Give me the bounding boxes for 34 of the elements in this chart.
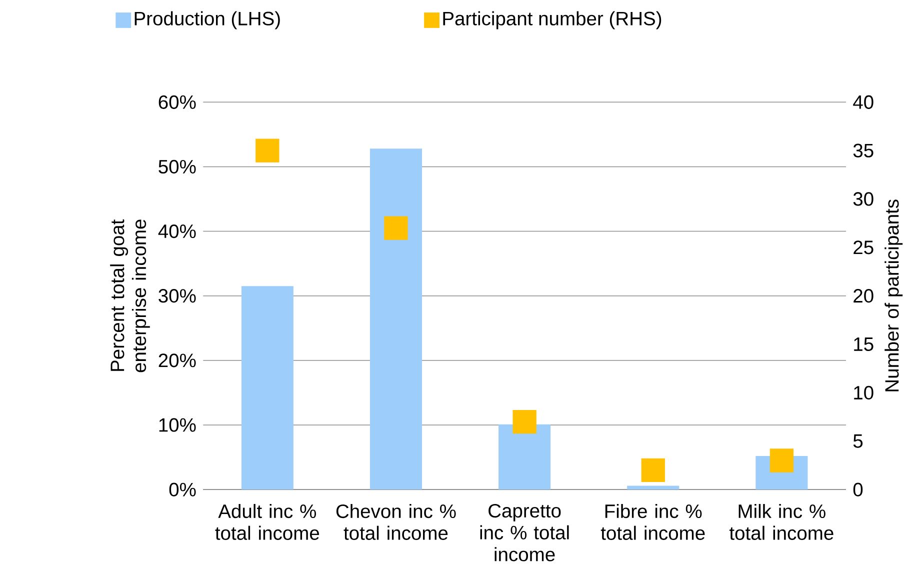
y-tick-label: 10% [159,418,196,432]
x-tick-label: Adult inc % total income [215,504,320,540]
x-tick-label: Milk inc % total income [729,504,834,540]
y2-tick-label: 0 [853,482,863,497]
y2-tick-label: 5 [853,434,863,448]
bar [498,424,551,490]
legend-label: Production (LHS) [134,11,280,30]
bar [627,486,680,490]
x-tick-label: Fibre inc % total income [600,504,705,540]
point [641,458,665,482]
y-tick-label: 60% [158,95,196,110]
y2-tick-label: 10 [854,386,874,400]
bar [241,286,294,490]
y2-tick-label: 35 [853,144,874,158]
y2-tick-label: 15 [854,338,874,352]
y2-axis-title: Number of participants [884,200,903,392]
y2-tick-label: 40 [853,95,874,110]
y-tick-label: 0% [169,482,196,497]
y-axis-title: Percent total goat enterprise income [110,220,150,372]
y-tick-label: 20% [158,354,196,368]
y-tick-label: 50% [158,160,196,174]
point [256,138,280,163]
y2-tick-label: 20 [854,289,874,303]
point [770,448,794,472]
point [512,410,536,434]
x-tick-label: Capretto inc % total income [480,504,569,562]
y-tick-label: 40% [158,224,196,238]
legend-label: Participant number (RHS) [443,11,662,30]
y2-tick-label: 30 [853,192,874,206]
x-tick-label: Chevon inc % total income [336,504,456,540]
y2-tick-label: 25 [854,240,874,254]
point [384,216,408,240]
bar [370,148,422,490]
y-tick-label: 30% [158,289,196,303]
